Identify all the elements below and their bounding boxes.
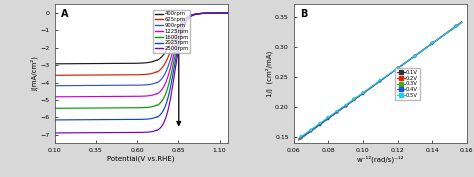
- 625rpm: [230, 12, 236, 14]
- 1225rpm: [83, 96, 89, 98]
- 625rpm: [157, 69, 163, 71]
- Legend: 0.1V, 0.2V, 0.3V, 0.4V, 0.5V: 0.1V, 0.2V, 0.3V, 0.4V, 0.5V: [395, 68, 419, 99]
- 1600rpm: [157, 103, 163, 105]
- 1600rpm: [52, 107, 57, 109]
- Line: 2025rpm: 2025rpm: [55, 13, 233, 120]
- 2025rpm: [83, 119, 89, 121]
- 400rpm: [83, 63, 89, 65]
- 1225rpm: [132, 95, 138, 97]
- 2025rpm: [171, 70, 176, 72]
- 2500rpm: [98, 132, 103, 134]
- 1600rpm: [98, 107, 103, 109]
- 400rpm: [132, 62, 138, 64]
- 1225rpm: [157, 91, 163, 93]
- 900rpm: [186, 16, 191, 18]
- 1225rpm: [98, 96, 103, 98]
- 1600rpm: [230, 12, 236, 14]
- 1600rpm: [83, 107, 89, 109]
- 900rpm: [171, 48, 176, 50]
- 625rpm: [186, 15, 191, 18]
- 400rpm: [230, 12, 236, 14]
- 2025rpm: [157, 114, 163, 116]
- 900rpm: [83, 84, 89, 87]
- 900rpm: [52, 85, 57, 87]
- 2025rpm: [132, 118, 138, 121]
- 1225rpm: [52, 96, 57, 98]
- Line: 1600rpm: 1600rpm: [55, 13, 233, 108]
- Line: 625rpm: 625rpm: [55, 13, 233, 75]
- 400rpm: [171, 35, 176, 37]
- 625rpm: [83, 74, 89, 76]
- 2500rpm: [157, 128, 163, 130]
- Line: 900rpm: 900rpm: [55, 13, 233, 86]
- 1225rpm: [230, 12, 236, 14]
- Line: 2500rpm: 2500rpm: [55, 13, 233, 133]
- 400rpm: [186, 15, 191, 17]
- Legend: 400rpm, 625rpm, 900rpm, 1225rpm, 1600rpm, 2025rpm, 2500rpm: 400rpm, 625rpm, 900rpm, 1225rpm, 1600rpm…: [153, 10, 191, 53]
- 2500rpm: [186, 17, 191, 19]
- X-axis label: w⁻¹²(rad/s)⁻¹²: w⁻¹²(rad/s)⁻¹²: [356, 155, 404, 163]
- 625rpm: [98, 74, 103, 76]
- 625rpm: [132, 74, 138, 76]
- 900rpm: [98, 84, 103, 87]
- 1600rpm: [132, 107, 138, 109]
- Y-axis label: 1/j  (cm²/mA): 1/j (cm²/mA): [265, 51, 273, 97]
- 2025rpm: [186, 17, 191, 19]
- 2025rpm: [230, 12, 236, 14]
- Y-axis label: j(mA/cm²): j(mA/cm²): [31, 56, 38, 91]
- 2025rpm: [52, 119, 57, 121]
- Line: 400rpm: 400rpm: [55, 13, 233, 64]
- 2500rpm: [171, 79, 176, 81]
- 400rpm: [98, 62, 103, 65]
- 625rpm: [171, 42, 176, 44]
- 2500rpm: [132, 132, 138, 134]
- 400rpm: [52, 63, 57, 65]
- 2500rpm: [83, 132, 89, 134]
- 900rpm: [132, 84, 138, 86]
- X-axis label: Potential(V vs.RHE): Potential(V vs.RHE): [108, 155, 175, 162]
- 1600rpm: [171, 62, 176, 64]
- 2500rpm: [230, 12, 236, 14]
- 625rpm: [52, 74, 57, 76]
- 400rpm: [157, 58, 163, 60]
- Text: A: A: [62, 9, 69, 19]
- 2025rpm: [98, 119, 103, 121]
- 1600rpm: [186, 16, 191, 19]
- Text: B: B: [301, 9, 308, 19]
- 900rpm: [157, 80, 163, 82]
- 900rpm: [230, 12, 236, 14]
- 1225rpm: [171, 55, 176, 57]
- Line: 1225rpm: 1225rpm: [55, 13, 233, 97]
- 2500rpm: [52, 132, 57, 134]
- 1225rpm: [186, 16, 191, 18]
